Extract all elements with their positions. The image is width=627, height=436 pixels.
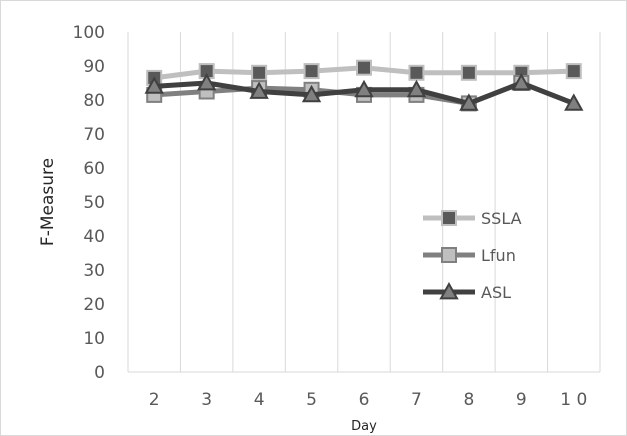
x-tick-label: 2 <box>149 390 160 410</box>
y-tick-label: 90 <box>83 57 105 77</box>
y-tick-label: 10 <box>83 329 105 349</box>
x-tick-label: 9 <box>516 390 527 410</box>
x-axis-title: Day <box>351 419 377 434</box>
series-asl <box>144 72 584 111</box>
data-point-asl <box>564 93 584 111</box>
data-point-asl <box>354 79 374 98</box>
y-tick-label: 70 <box>83 125 105 145</box>
x-tick-label: 6 <box>359 390 370 410</box>
x-tick-label: 8 <box>463 390 474 410</box>
legend-label-ssla: SSLA <box>481 209 522 228</box>
y-tick-labels: 0 10 20 30 40 50 60 70 80 90 100 <box>73 23 105 383</box>
data-point-asl <box>301 84 322 103</box>
data-point-asl <box>406 79 427 98</box>
legend-item-ssla: SSLA <box>423 209 522 228</box>
y-tick-label: 40 <box>83 227 105 247</box>
y-tick-label: 0 <box>94 363 105 383</box>
legend-item-lfun: Lfun <box>423 246 516 265</box>
data-point-asl <box>144 76 164 94</box>
legend-marker-ssla <box>441 210 457 226</box>
data-point-asl <box>249 81 269 99</box>
y-tick-label: 100 <box>73 23 105 43</box>
data-point-ssla <box>356 59 372 76</box>
x-tick-labels: 2 3 4 5 6 7 8 9 1 0 <box>149 390 587 410</box>
legend-label-asl: ASL <box>481 283 511 302</box>
data-point-ssla <box>408 64 425 81</box>
y-tick-label: 50 <box>83 193 105 213</box>
legend: SSLA Lfun ASL <box>423 209 522 302</box>
x-tick-label: 4 <box>254 390 265 410</box>
data-point-ssla <box>460 64 477 81</box>
legend-marker-asl <box>439 281 459 300</box>
data-point-asl <box>511 72 532 91</box>
x-tick-label: 7 <box>411 390 422 410</box>
y-tick-label: 20 <box>83 295 105 315</box>
data-point-ssla <box>565 63 582 80</box>
data-point-ssla <box>303 63 320 80</box>
legend-item-asl: ASL <box>423 281 511 302</box>
grid-lines <box>127 32 601 372</box>
data-point-asl <box>196 72 217 91</box>
y-tick-label: 30 <box>83 261 105 281</box>
y-axis-title: F-Measure <box>38 158 58 246</box>
y-tick-label: 60 <box>83 159 105 179</box>
x-tick-label: 1 0 <box>560 390 587 410</box>
data-point-asl <box>459 93 479 111</box>
x-tick-label: 5 <box>306 390 317 410</box>
series-group <box>144 59 584 112</box>
data-point-ssla <box>251 64 268 81</box>
legend-marker-lfun <box>441 247 457 263</box>
x-tick-label: 3 <box>201 390 212 410</box>
legend-label-lfun: Lfun <box>481 246 516 265</box>
y-tick-label: 80 <box>83 91 105 111</box>
